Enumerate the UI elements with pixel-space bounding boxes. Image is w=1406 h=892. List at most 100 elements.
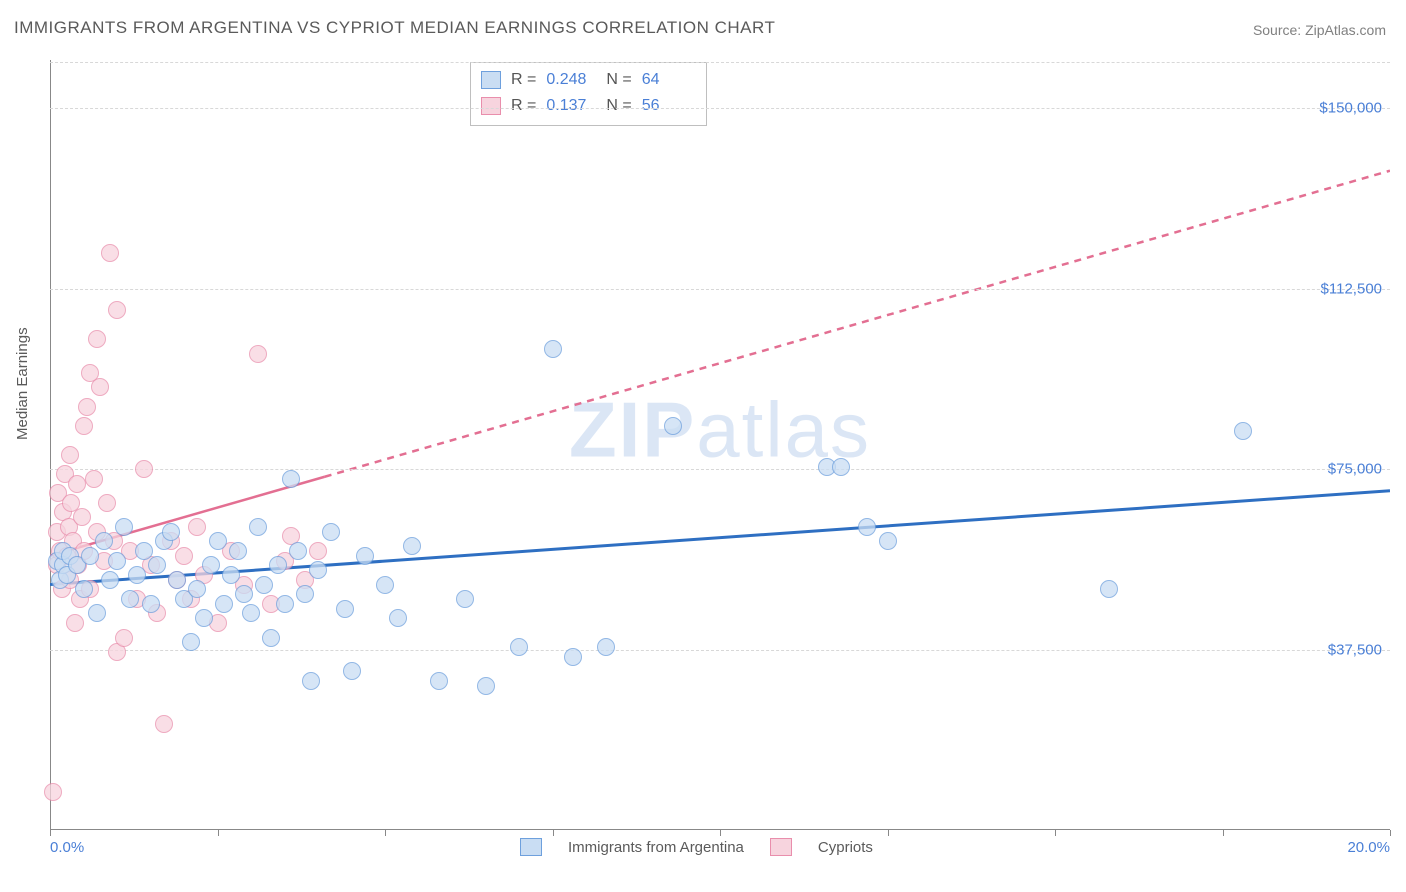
data-point xyxy=(544,340,562,358)
n-label: N = xyxy=(606,67,631,93)
x-tick xyxy=(50,830,51,836)
data-point xyxy=(309,542,327,560)
data-point xyxy=(98,494,116,512)
y-tick-label: $112,500 xyxy=(1321,280,1382,297)
data-point xyxy=(289,542,307,560)
data-point xyxy=(389,609,407,627)
y-axis-label: Median Earnings xyxy=(14,327,31,440)
data-point xyxy=(302,672,320,690)
data-point xyxy=(75,417,93,435)
gridline xyxy=(50,289,1390,290)
data-point xyxy=(510,638,528,656)
data-point xyxy=(879,532,897,550)
data-point xyxy=(858,518,876,536)
x-tick-label: 20.0% xyxy=(1347,839,1390,856)
r-value-argentina: 0.248 xyxy=(546,67,596,93)
trend-line xyxy=(325,171,1390,477)
data-point xyxy=(664,417,682,435)
data-point xyxy=(101,244,119,262)
data-point xyxy=(282,470,300,488)
data-point xyxy=(249,345,267,363)
swatch-argentina xyxy=(481,71,501,89)
stats-row-cypriots: R = 0.137 N = 56 xyxy=(481,93,692,119)
x-tick xyxy=(888,830,889,836)
data-point xyxy=(322,523,340,541)
data-point xyxy=(73,508,91,526)
data-point xyxy=(88,604,106,622)
gridline xyxy=(50,62,1390,63)
data-point xyxy=(95,532,113,550)
n-value-argentina: 64 xyxy=(642,67,692,93)
data-point xyxy=(108,552,126,570)
data-point xyxy=(255,576,273,594)
data-point xyxy=(356,547,374,565)
data-point xyxy=(115,629,133,647)
n-value-cypriots: 56 xyxy=(642,93,692,119)
chart-container: IMMIGRANTS FROM ARGENTINA VS CYPRIOT MED… xyxy=(0,0,1406,892)
data-point xyxy=(262,629,280,647)
x-tick xyxy=(1055,830,1056,836)
data-point xyxy=(66,614,84,632)
r-label: R = xyxy=(511,67,536,93)
data-point xyxy=(430,672,448,690)
data-point xyxy=(61,446,79,464)
data-point xyxy=(188,518,206,536)
plot-area: ZIPatlas R = 0.248 N = 64 R = 0.137 N = … xyxy=(50,60,1390,830)
gridline xyxy=(50,650,1390,651)
y-tick-label: $150,000 xyxy=(1319,100,1382,117)
data-point xyxy=(168,571,186,589)
y-tick-label: $37,500 xyxy=(1328,641,1382,658)
data-point xyxy=(249,518,267,536)
data-point xyxy=(296,585,314,603)
data-point xyxy=(108,301,126,319)
data-point xyxy=(175,547,193,565)
data-point xyxy=(477,677,495,695)
data-point xyxy=(135,542,153,560)
r-value-cypriots: 0.137 xyxy=(546,93,596,119)
data-point xyxy=(269,556,287,574)
data-point xyxy=(81,547,99,565)
data-point xyxy=(209,532,227,550)
data-point xyxy=(91,378,109,396)
data-point xyxy=(182,633,200,651)
data-point xyxy=(597,638,615,656)
data-point xyxy=(68,475,86,493)
data-point xyxy=(376,576,394,594)
data-point xyxy=(142,595,160,613)
legend-swatch-argentina xyxy=(520,838,542,856)
data-point xyxy=(832,458,850,476)
trend-line xyxy=(50,491,1390,585)
gridline xyxy=(50,469,1390,470)
source-attribution: Source: ZipAtlas.com xyxy=(1253,22,1386,38)
data-point xyxy=(242,604,260,622)
data-point xyxy=(1100,580,1118,598)
data-point xyxy=(336,600,354,618)
data-point xyxy=(1234,422,1252,440)
data-point xyxy=(101,571,119,589)
x-tick xyxy=(385,830,386,836)
legend-swatch-cypriots xyxy=(770,838,792,856)
trend-lines-layer xyxy=(50,60,1390,830)
data-point xyxy=(75,580,93,598)
data-point xyxy=(162,523,180,541)
y-tick-label: $75,000 xyxy=(1328,461,1382,478)
data-point xyxy=(115,518,133,536)
data-point xyxy=(403,537,421,555)
n-label: N = xyxy=(606,93,631,119)
data-point xyxy=(128,566,146,584)
x-tick xyxy=(720,830,721,836)
stats-legend-box: R = 0.248 N = 64 R = 0.137 N = 56 xyxy=(470,62,707,126)
data-point xyxy=(188,580,206,598)
stats-row-argentina: R = 0.248 N = 64 xyxy=(481,67,692,93)
data-point xyxy=(276,595,294,613)
x-tick xyxy=(1223,830,1224,836)
data-point xyxy=(148,556,166,574)
data-point xyxy=(195,609,213,627)
data-point xyxy=(121,590,139,608)
data-point xyxy=(229,542,247,560)
x-tick-label: 0.0% xyxy=(50,839,84,856)
data-point xyxy=(456,590,474,608)
data-point xyxy=(202,556,220,574)
x-tick xyxy=(218,830,219,836)
r-label: R = xyxy=(511,93,536,119)
